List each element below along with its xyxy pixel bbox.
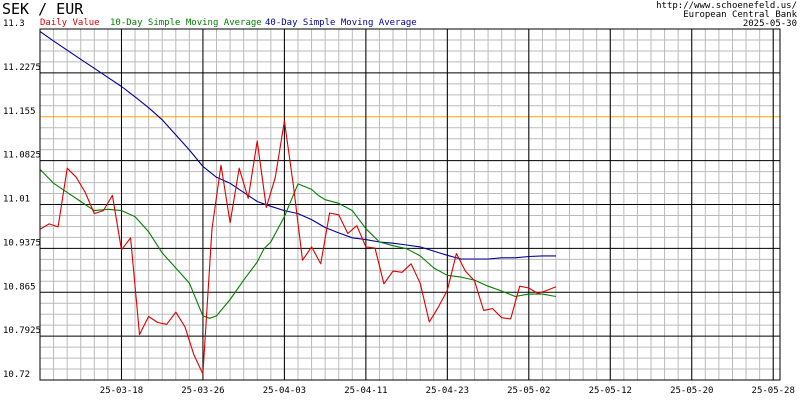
plot-frame <box>39 28 781 381</box>
legend-sma40: 40-Day Simple Moving Average <box>265 18 417 28</box>
x-tick-label: 25-05-12 <box>589 386 632 396</box>
x-tick-label: 25-05-02 <box>507 386 550 396</box>
source-url: http://www.schoenefeld.us/ <box>656 1 797 11</box>
x-tick-label: 25-04-03 <box>263 386 306 396</box>
x-tick-label: 25-04-11 <box>344 386 387 396</box>
chart-title: SEK / EUR <box>2 0 84 18</box>
legend-sma10: 10-Day Simple Moving Average <box>110 18 262 28</box>
source-name: European Central Bank <box>683 10 797 20</box>
series-daily-line <box>39 120 557 375</box>
series-sma10-line <box>39 169 557 319</box>
x-tick-label: 25-05-28 <box>752 386 795 396</box>
x-axis-labels: 25-03-18 25-03-26 25-04-03 25-04-11 25-04-23… <box>100 386 795 396</box>
series-sma40-line <box>39 30 556 260</box>
x-tick-label: 25-05-20 <box>670 386 713 396</box>
y-tick-label: 11.155 <box>3 107 36 117</box>
x-tick-label: 25-03-18 <box>100 386 143 396</box>
legend-daily: Daily Value <box>40 18 100 28</box>
major-grid <box>40 29 780 380</box>
y-tick-label: 11.3 <box>3 19 25 29</box>
x-tick-label: 25-04-23 <box>426 386 469 396</box>
y-tick-label: 10.9375 <box>3 238 41 248</box>
y-tick-label: 10.865 <box>3 282 36 292</box>
y-tick-label: 11.0825 <box>3 151 41 161</box>
y-tick-label: 11.2275 <box>3 63 41 73</box>
series-lines <box>39 30 557 375</box>
x-tick-label: 25-03-26 <box>181 386 224 396</box>
y-tick-label: 10.7925 <box>3 326 41 336</box>
y-tick-label: 11.01 <box>3 195 30 205</box>
source-date: 2025-05-30 <box>743 19 797 29</box>
y-tick-label: 10.72 <box>3 370 30 380</box>
y-axis-labels: 11.3 11.2275 11.155 11.0825 11.01 10.9375 10.8… <box>3 19 41 380</box>
